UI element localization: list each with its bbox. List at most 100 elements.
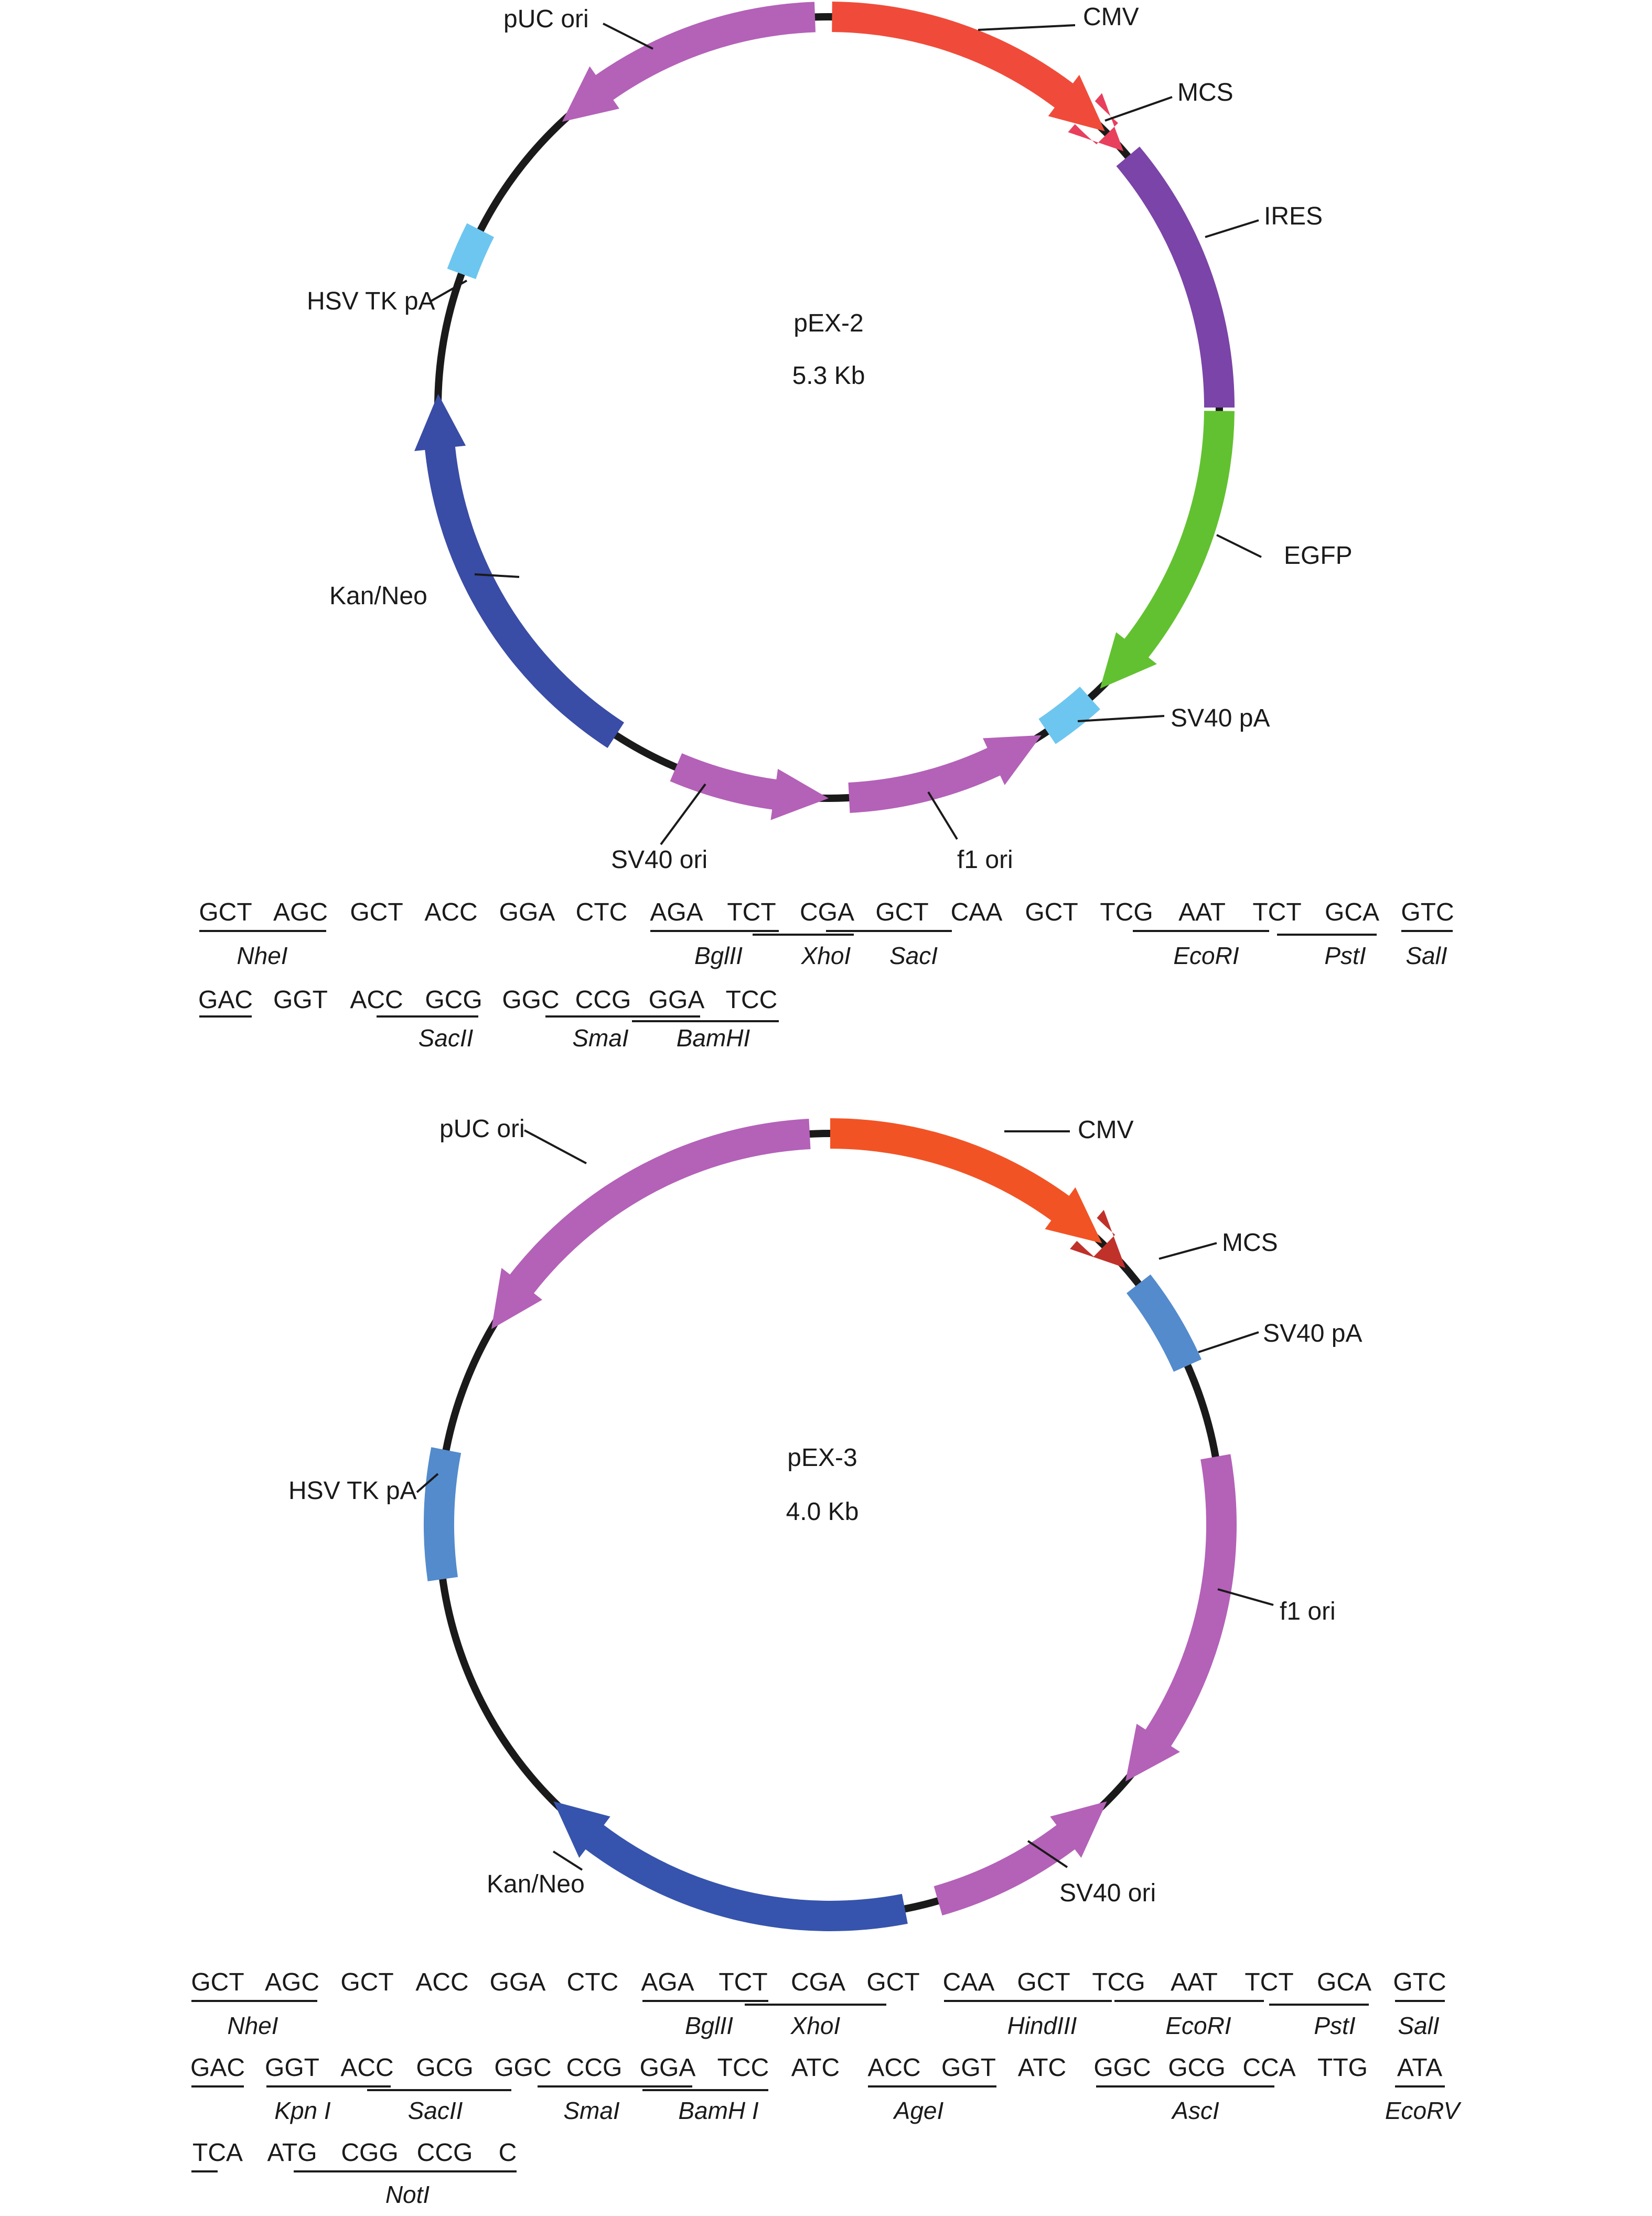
plasmid-name-pex2: pEX-2: [793, 309, 863, 337]
feature-arc-mcs: [1068, 93, 1124, 152]
plasmid-map-pex2: [414, 2, 1235, 820]
feature-label-sv40pa-pex3: SV40 pA: [1263, 1320, 1362, 1347]
feature-arc-sv40-pa: [1127, 1274, 1202, 1372]
codon: ACC: [424, 898, 477, 926]
enzyme-label-pex3: AgeI: [893, 2097, 944, 2124]
enzyme-label-pex3: Kpn I: [274, 2097, 331, 2124]
enzyme-label-pex3: BglII: [685, 2012, 733, 2039]
codon: AGA: [641, 1968, 694, 1996]
enzyme-label-pex2: NheI: [237, 942, 287, 969]
feature-arc-ires: [1116, 146, 1235, 408]
feature-label-cmv-pex3: CMV: [1078, 1116, 1134, 1144]
codon: GGA: [649, 986, 705, 1014]
enzyme-label-pex2: SacI: [889, 942, 938, 969]
feature-arc-sv40-ori: [934, 1801, 1107, 1915]
codon: GAC: [190, 2054, 245, 2082]
codon: CGG: [341, 2139, 398, 2167]
codon: GGA: [499, 898, 555, 926]
codon: TCT: [727, 898, 776, 926]
feature-arc-hsv-tk-pa: [423, 1447, 462, 1581]
codon: ATA: [1397, 2054, 1442, 2082]
enzyme-label-pex3: EcoRI: [1165, 2012, 1231, 2039]
codon: ATC: [791, 2054, 840, 2082]
plasmid-size-pex3: 4.0 Kb: [786, 1498, 859, 1526]
codon: GAC: [198, 986, 253, 1014]
codon: CAA: [951, 898, 1003, 926]
enzyme-label-pex3: EcoRV: [1385, 2097, 1462, 2124]
feature-label-sv40ori-pex3: SV40 ori: [1059, 1879, 1156, 1907]
feature-label-f1ori-pex3: f1 ori: [1280, 1598, 1336, 1625]
feature-label-cmv-pex2: CMV: [1083, 3, 1139, 31]
codon: GCA: [1317, 1968, 1371, 1996]
codon: CCA: [1242, 2054, 1295, 2082]
codon: GGT: [265, 2054, 319, 2082]
codon: TCT: [1252, 898, 1301, 926]
enzyme-label-pex3: SacII: [408, 2097, 463, 2124]
codon: AGA: [650, 898, 703, 926]
enzyme-label-pex2: SacII: [419, 1024, 474, 1052]
codon: ATC: [1018, 2054, 1066, 2082]
enzyme-label-pex2: SalI: [1406, 942, 1447, 969]
codon: GCG: [416, 2054, 473, 2082]
codon: GGT: [941, 2054, 996, 2082]
codon: TCG: [1100, 898, 1153, 926]
codon: GGT: [273, 986, 328, 1014]
enzyme-label-pex2: XhoI: [801, 942, 851, 969]
codon: GCT: [1025, 898, 1078, 926]
feature-label-kanneo-pex3: Kan/Neo: [487, 1870, 585, 1898]
restriction-site-underlines-pex3: [191, 2000, 1445, 2172]
feature-arc-mcs: [1070, 1209, 1126, 1268]
codon: GGA: [490, 1968, 546, 1996]
enzyme-label-pex3: NheI: [227, 2012, 278, 2039]
codon: CAA: [943, 1968, 995, 1996]
feature-label-mcs-pex3: MCS: [1222, 1229, 1278, 1257]
codon: GCT: [875, 898, 928, 926]
codon: GCA: [1325, 898, 1379, 926]
feature-arc-hsv-tk-pa: [447, 223, 495, 280]
plasmid-map-pex3: [423, 1118, 1237, 1931]
feature-arc-sv40-pa: [1038, 687, 1100, 744]
feature-arc-kan-neo: [553, 1801, 908, 1931]
feature-label-sv40ori-pex2: SV40 ori: [611, 846, 707, 874]
feature-arc-f1-ori: [1125, 1454, 1237, 1782]
codon: GCG: [1168, 2054, 1225, 2082]
codon: TCG: [1092, 1968, 1145, 1996]
enzyme-label-pex2: EcoRI: [1173, 942, 1239, 969]
codon: TCT: [718, 1968, 767, 1996]
restriction-site-underlines-pex2: [199, 930, 1453, 1022]
enzyme-label-pex2: BglII: [694, 942, 743, 969]
feature-label-f1ori-pex2: f1 ori: [957, 846, 1013, 874]
enzyme-label-pex3: SalI: [1398, 2012, 1439, 2039]
feature-arc-puc-ori: [562, 2, 816, 122]
feature-label-hsvtkpa-pex2: HSV TK pA: [307, 287, 435, 315]
enzyme-label-pex3: HindIII: [1007, 2012, 1077, 2039]
feature-label-egfp-pex2: EGFP: [1284, 542, 1353, 570]
codon: GCT: [350, 898, 403, 926]
codon: CCG: [575, 986, 631, 1014]
codon: GCT: [340, 1968, 393, 1996]
codon: GTC: [1401, 898, 1454, 926]
feature-arc-sv40-ori: [670, 753, 829, 820]
codon: GCT: [191, 1968, 244, 1996]
enzyme-label-pex3: SmaI: [563, 2097, 620, 2124]
enzyme-label-pex3: XhoI: [790, 2012, 841, 2039]
enzyme-label-pex2: PstI: [1324, 942, 1366, 969]
codon: AAT: [1171, 1968, 1218, 1996]
feature-label-pucori-pex3: pUC ori: [439, 1115, 525, 1143]
codon: TCT: [1245, 1968, 1293, 1996]
enzyme-label-pex3: PstI: [1314, 2012, 1355, 2039]
codon: TTG: [1317, 2054, 1368, 2082]
mcs-sequence-pex3: GCT AGC GCT ACC GGA CTC AGA TCT CGA GCT …: [190, 1968, 1462, 2208]
mcs-sequence-pex2: GCT AGC GCT ACC GGA CTC AGA TCT CGA GCT …: [198, 898, 1454, 1052]
codon: TCC: [717, 2054, 769, 2082]
codon: GGC: [494, 2054, 551, 2082]
codon: AGC: [273, 898, 328, 926]
feature-label-mcs-pex2: MCS: [1177, 79, 1233, 106]
codon: AGC: [265, 1968, 319, 1996]
codon: AAT: [1178, 898, 1226, 926]
feature-label-hsvtkpa-pex3: HSV TK pA: [288, 1477, 417, 1505]
codon: TCC: [726, 986, 778, 1014]
codon: GCT: [866, 1968, 919, 1996]
